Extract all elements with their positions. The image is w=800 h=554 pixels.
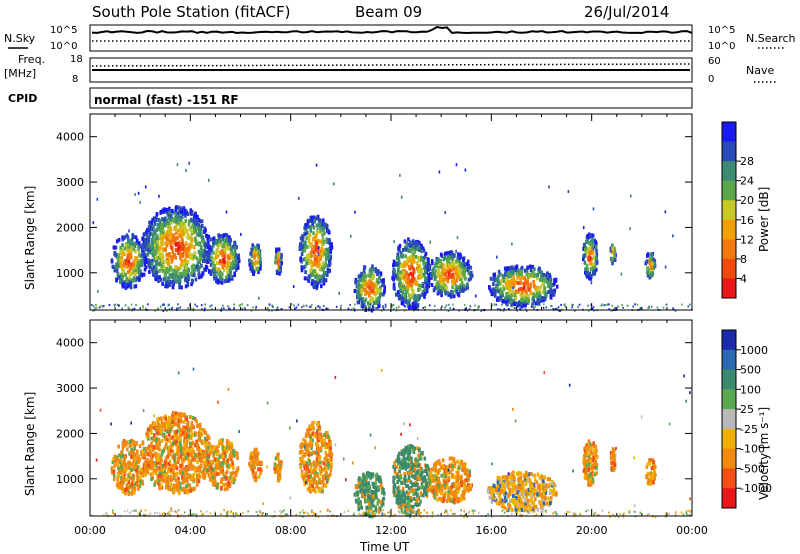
y-tick-label: 3000 bbox=[56, 382, 84, 395]
power-colorbar-tick: 12 bbox=[740, 233, 754, 246]
freq-panel-frame bbox=[89, 57, 693, 83]
velocity-colorbar-tick: -1000 bbox=[740, 482, 772, 495]
freq-label-line1: Freq. bbox=[18, 53, 45, 66]
cpid-text: normal (fast) -151 RF bbox=[94, 93, 239, 107]
power-axis-ticks: 1000 2000 3000 4000 bbox=[56, 114, 693, 310]
colorbar-swatch bbox=[722, 448, 736, 469]
colorbar-swatch bbox=[722, 200, 736, 221]
noise-sky-line bbox=[91, 25, 693, 35]
x-axis-label: Time UT bbox=[359, 540, 410, 554]
date-title: 26/Jul/2014 bbox=[584, 3, 669, 21]
velocity-axis-ticks: 1000 2000 3000 4000 bbox=[56, 320, 693, 516]
x-tick-label: 08:00 bbox=[275, 524, 307, 537]
colorbar-swatch bbox=[722, 180, 736, 201]
noise-right-label: N.Search bbox=[746, 32, 796, 45]
noise-left-tick-bottom: 10^0 bbox=[50, 41, 77, 52]
velocity-colorbar-tick: 500 bbox=[740, 364, 761, 377]
y-tick-label: 2000 bbox=[56, 221, 84, 234]
power-ylabel: Slant Range [km] bbox=[23, 186, 37, 290]
velocity-ylabel: Slant Range [km] bbox=[23, 392, 37, 496]
freq-label-line2: [MHz] bbox=[4, 67, 36, 80]
y-tick-label: 4000 bbox=[56, 337, 84, 350]
station-title: South Pole Station (fitACF) bbox=[92, 3, 290, 21]
power-colorbar-tick: 24 bbox=[740, 175, 754, 188]
power-colorbar-tick: 4 bbox=[740, 272, 747, 285]
velocity-colorbar-label: Velocity [m s⁻¹] bbox=[757, 407, 771, 500]
freq-right-tick-bottom: 0 bbox=[708, 74, 714, 85]
velocity-echo-layer bbox=[91, 367, 692, 519]
y-tick-label: 4000 bbox=[56, 131, 84, 144]
colorbar-swatch bbox=[722, 141, 736, 162]
colorbar-swatch bbox=[722, 468, 736, 489]
x-tick-labels: 00:00 04:00 08:00 12:00 16:00 20:00 00:00 bbox=[74, 524, 708, 537]
colorbar-swatch bbox=[722, 258, 736, 279]
power-colorbar-tick: 8 bbox=[740, 253, 747, 266]
power-panel: 1000 2000 3000 4000 Slant Range [km] bbox=[23, 113, 693, 313]
colorbar-swatch bbox=[722, 330, 736, 351]
colorbar-swatch bbox=[722, 219, 736, 240]
y-tick-label: 1000 bbox=[56, 267, 84, 280]
power-colorbar-tick: 28 bbox=[740, 155, 754, 168]
x-tick-label: 12:00 bbox=[375, 524, 407, 537]
noise-left-tick-top: 10^5 bbox=[50, 25, 77, 36]
velocity-colorbar-tick: 100 bbox=[740, 383, 761, 396]
y-tick-label: 3000 bbox=[56, 176, 84, 189]
velocity-colorbar: 1000 500 100 25 -25 -100 -500 -1000 bbox=[721, 329, 772, 509]
velocity-colorbar-tick: -500 bbox=[740, 462, 765, 475]
power-colorbar: 4 8 12 16 20 24 28 bbox=[721, 121, 754, 299]
velocity-colorbar-tick: 25 bbox=[740, 403, 754, 416]
freq-left-tick-top: 18 bbox=[70, 54, 83, 65]
colorbar-swatch bbox=[722, 409, 736, 430]
noise-right-tick-top: 10^5 bbox=[708, 25, 735, 36]
x-tick-label: 04:00 bbox=[174, 524, 206, 537]
power-colorbar-tick: 16 bbox=[740, 214, 754, 227]
colorbar-swatch bbox=[722, 369, 736, 390]
colorbar-swatch bbox=[722, 428, 736, 450]
power-colorbar-label: Power [dB] bbox=[757, 187, 771, 252]
colorbar-swatch bbox=[722, 161, 736, 182]
cpid-label: CPID bbox=[8, 92, 37, 105]
x-tick-label: 16:00 bbox=[475, 524, 507, 537]
velocity-colorbar-tick: -100 bbox=[740, 443, 765, 456]
y-tick-label: 1000 bbox=[56, 473, 84, 486]
y-tick-label: 2000 bbox=[56, 427, 84, 440]
x-tick-label: 00:00 bbox=[74, 524, 106, 537]
colorbar-swatch bbox=[722, 278, 736, 299]
freq-left-tick-bottom: 8 bbox=[72, 74, 78, 85]
colorbar-swatch bbox=[722, 389, 736, 410]
nave-label: Nave bbox=[746, 64, 774, 77]
velocity-colorbar-tick: 1000 bbox=[740, 344, 768, 357]
x-tick-label: 20:00 bbox=[576, 524, 608, 537]
velocity-panel: 1000 2000 3000 4000 Slant Range [km] bbox=[23, 319, 693, 519]
power-colorbar-tick: 20 bbox=[740, 194, 754, 207]
colorbar-swatch bbox=[722, 349, 736, 371]
colorbar-swatch bbox=[722, 239, 736, 260]
x-tick-label: 00:00 bbox=[676, 524, 708, 537]
cpid-panel-frame bbox=[89, 87, 693, 109]
colorbar-swatch bbox=[722, 122, 736, 143]
noise-right-tick-bottom: 10^0 bbox=[708, 41, 735, 52]
noise-panel-frame bbox=[89, 24, 693, 52]
colorbar-swatch bbox=[722, 488, 736, 509]
beam-title: Beam 09 bbox=[355, 3, 422, 21]
nave-line bbox=[91, 63, 691, 67]
power-echo-layer bbox=[91, 161, 693, 313]
velocity-colorbar-tick: -25 bbox=[740, 423, 758, 436]
noise-left-label: N.Sky bbox=[4, 32, 36, 45]
freq-right-tick-top: 60 bbox=[708, 56, 721, 67]
